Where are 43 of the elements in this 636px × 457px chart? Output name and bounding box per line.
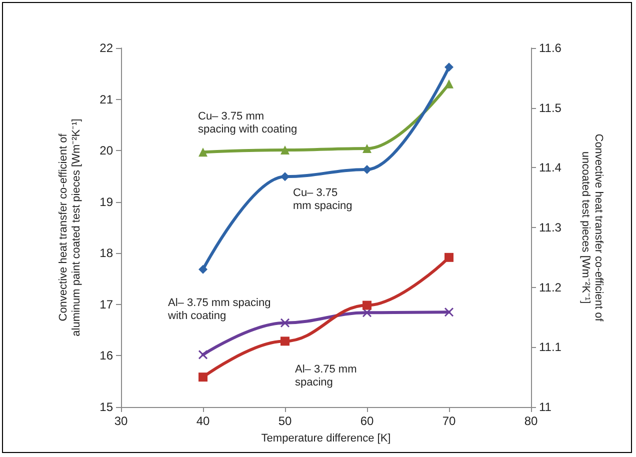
y-tick-label: 21 bbox=[100, 92, 114, 106]
series-label: Al– 3.75 mm spacing with coating bbox=[167, 297, 274, 322]
y-tick-label: 19 bbox=[100, 194, 114, 209]
y-tick-label: 17 bbox=[100, 297, 114, 312]
point bbox=[280, 318, 290, 328]
y2-tick-label: 11.1 bbox=[539, 340, 562, 354]
y2-tick-label: 11.6 bbox=[539, 41, 562, 55]
point bbox=[362, 164, 372, 174]
y2-tick-label: 11.4 bbox=[539, 160, 562, 175]
point bbox=[362, 144, 372, 154]
x-tick-label: 50 bbox=[278, 414, 292, 428]
x-tick-label: 30 bbox=[114, 414, 128, 428]
point bbox=[280, 146, 290, 155]
point bbox=[198, 264, 208, 274]
point bbox=[280, 336, 290, 346]
point bbox=[198, 350, 208, 360]
y2-axis-title: Convective heat transfer co-efficient of uncoated test pieces [Wm⁻²K⁻¹] bbox=[580, 134, 604, 322]
y-tick-label: 16 bbox=[100, 348, 114, 363]
point bbox=[444, 62, 454, 72]
series-label: Cu– 3.75 mm spacing with coating bbox=[198, 110, 298, 136]
y2-tick-label: 11 bbox=[539, 400, 552, 414]
y-tick-label: 18 bbox=[100, 246, 114, 260]
x-axis-title: Temperature difference [K] bbox=[261, 432, 391, 444]
y-tick-label: 22 bbox=[100, 41, 114, 55]
point bbox=[444, 307, 454, 317]
y2-tick-label: 11.3 bbox=[539, 220, 562, 234]
x-tick-label: 40 bbox=[196, 414, 210, 428]
point bbox=[444, 252, 454, 262]
point bbox=[362, 300, 372, 310]
x-tick-label: 70 bbox=[442, 414, 456, 428]
point bbox=[444, 79, 454, 88]
point bbox=[198, 148, 208, 157]
series-label: Al– 3.75 mm spacing bbox=[295, 364, 360, 389]
y-axis-title: Convective heat transfer co-efficient of aluminum paint coated test pieces [Wm⁻²K⁻¹] bbox=[58, 118, 82, 336]
point bbox=[280, 172, 290, 182]
y2-tick-label: 11.5 bbox=[539, 100, 562, 115]
x-tick-label: 60 bbox=[360, 414, 374, 428]
point bbox=[198, 372, 208, 382]
x-tick-label: 80 bbox=[524, 414, 538, 428]
series-label: Cu– 3.75 mm spacing bbox=[293, 187, 352, 212]
y-tick-label: 15 bbox=[100, 400, 114, 414]
y2-tick-label: 11.2 bbox=[539, 280, 562, 294]
y-tick-label: 20 bbox=[100, 144, 114, 158]
